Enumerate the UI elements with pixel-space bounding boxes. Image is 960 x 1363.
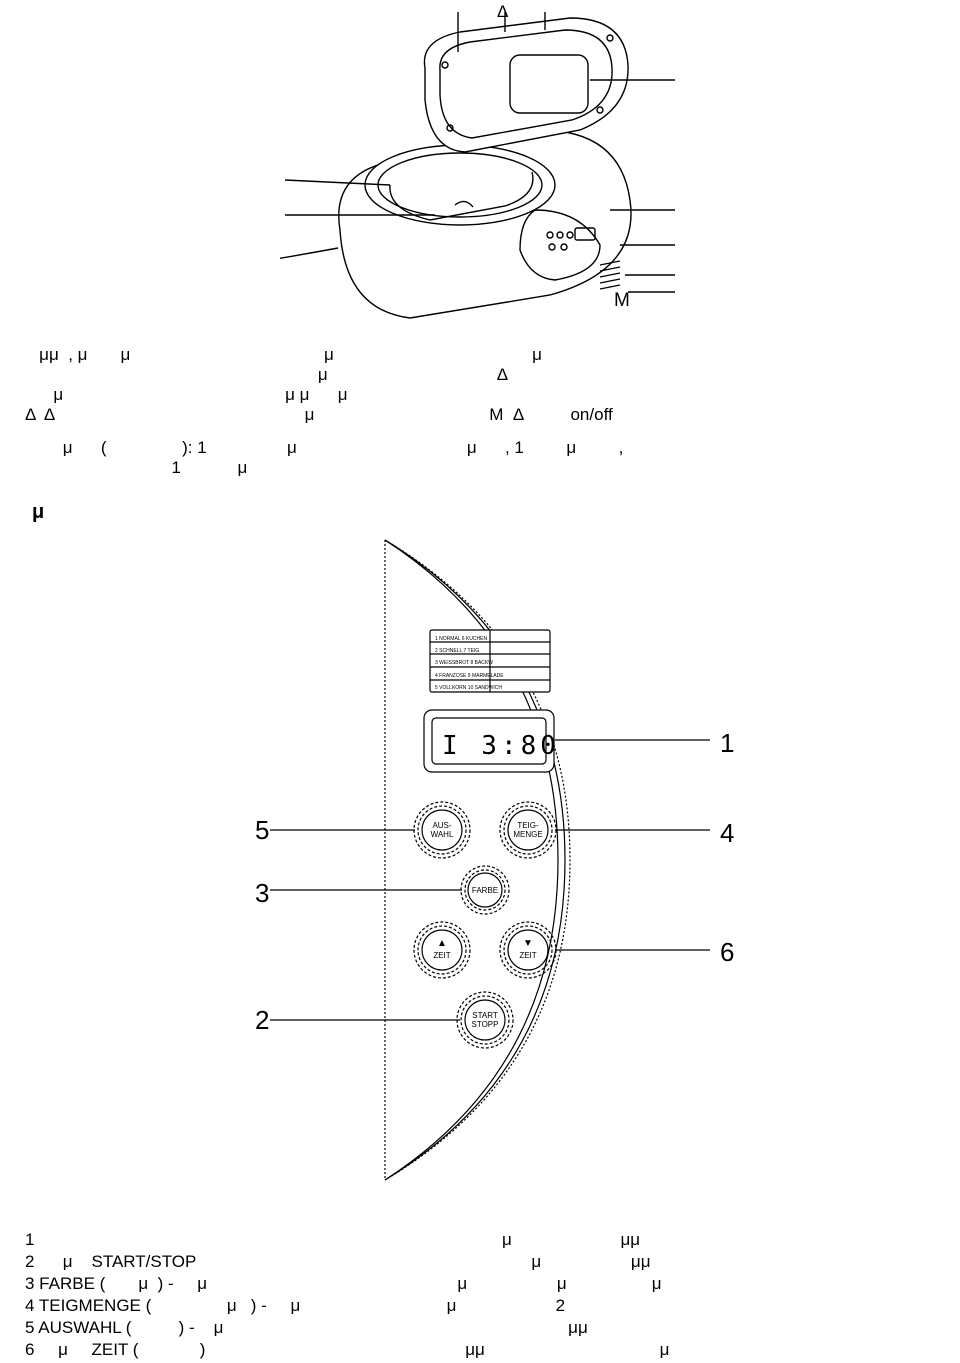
btn-farbe: FARBE bbox=[472, 886, 498, 895]
mid-line-3: Δ Δ μ M Δ on/off bbox=[25, 405, 613, 425]
mid-heading: μ bbox=[32, 500, 44, 524]
figure-breadmaker bbox=[280, 10, 680, 330]
fig1-m-label: M bbox=[614, 290, 630, 313]
list-line-5: 5 AUSWAHL ( ) - μ μμ bbox=[25, 1318, 588, 1338]
svg-text:WAHL: WAHL bbox=[431, 830, 454, 839]
callout-1: 1 bbox=[720, 728, 734, 759]
list-line-6: 6 μ ZEIT ( ) μμ μ bbox=[25, 1340, 669, 1360]
list-line-1: 1 μ μμ bbox=[25, 1230, 640, 1250]
lcd-display: I 3:80 bbox=[442, 731, 560, 761]
btn-start: START bbox=[472, 1011, 498, 1020]
mid-line-1a: μμ , μ μ μ μ bbox=[25, 345, 542, 365]
mid-line-2: μ μ μ μ bbox=[25, 385, 348, 405]
callout-3: 3 bbox=[255, 878, 269, 909]
callout-2: 2 bbox=[255, 1005, 269, 1036]
svg-text:ZEIT: ZEIT bbox=[433, 951, 450, 960]
callout-4: 4 bbox=[720, 818, 734, 849]
svg-text:MENGE: MENGE bbox=[513, 830, 542, 839]
btn-zeit-dn: ▼ bbox=[523, 938, 533, 949]
menu-row-5: 5 VOLLKORN 10 SANDWICH bbox=[435, 685, 502, 691]
mid-line-4: μ ( ): 1 μ μ , 1 μ , bbox=[25, 438, 623, 458]
btn-teigmenge: TEIG- bbox=[517, 821, 539, 830]
menu-row-4: 4 FRANZOSE 9 MARMELADE bbox=[435, 673, 504, 679]
callout-6: 6 bbox=[720, 937, 734, 968]
mid-line-1b: μ Δ bbox=[25, 365, 508, 385]
menu-row-3: 3 WEISSBROT 8 BACKW bbox=[435, 660, 493, 666]
btn-zeit-up: ▲ bbox=[437, 938, 447, 949]
menu-row-1: 1 NORMAL 6 KUCHEN bbox=[435, 636, 487, 642]
list-line-4: 4 TEIGMENGE ( μ ) - μ μ 2 bbox=[25, 1296, 565, 1316]
mid-line-5: 1 μ bbox=[25, 458, 247, 478]
list-line-3: 3 FARBE ( μ ) - μ μ μ μ bbox=[25, 1274, 662, 1294]
menu-row-2: 2 SCHNELL 7 TEIG bbox=[435, 648, 479, 654]
svg-text:STOPP: STOPP bbox=[472, 1020, 499, 1029]
list-line-2: 2 μ START/STOP μ μμ bbox=[25, 1252, 651, 1272]
figure-control-panel: 1 NORMAL 6 KUCHEN 2 SCHNELL 7 TEIG 3 WEI… bbox=[210, 530, 750, 1190]
fig1-delta-label: Δ bbox=[497, 2, 508, 22]
btn-auswahl: AUS- bbox=[432, 821, 451, 830]
svg-text:ZEIT: ZEIT bbox=[519, 951, 536, 960]
callout-5: 5 bbox=[255, 815, 269, 846]
